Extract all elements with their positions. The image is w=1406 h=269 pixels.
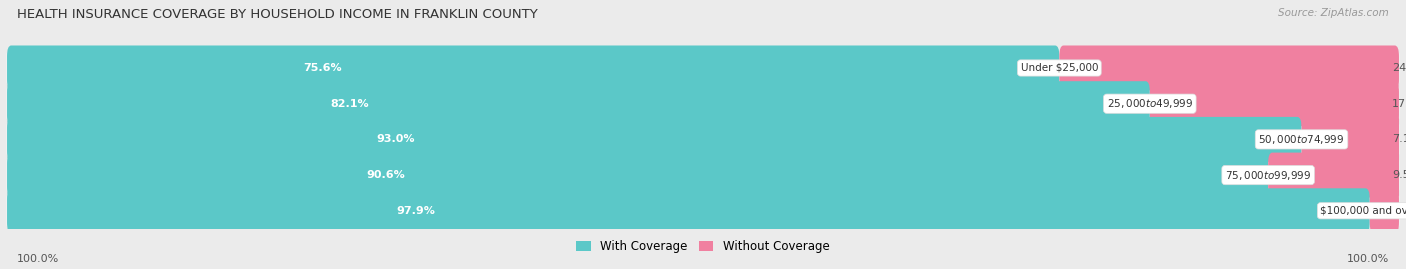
Text: Under $25,000: Under $25,000 [1021,63,1098,73]
FancyBboxPatch shape [7,45,1059,90]
FancyBboxPatch shape [1150,81,1399,126]
Text: 7.1%: 7.1% [1392,134,1406,144]
FancyBboxPatch shape [7,124,1399,155]
Text: $25,000 to $49,999: $25,000 to $49,999 [1107,97,1192,110]
Text: 93.0%: 93.0% [377,134,415,144]
FancyBboxPatch shape [7,53,1399,83]
Text: 100.0%: 100.0% [17,254,59,264]
Text: $100,000 and over: $100,000 and over [1320,206,1406,216]
Text: 90.6%: 90.6% [366,170,405,180]
FancyBboxPatch shape [7,160,1399,190]
Text: $50,000 to $74,999: $50,000 to $74,999 [1258,133,1344,146]
Text: HEALTH INSURANCE COVERAGE BY HOUSEHOLD INCOME IN FRANKLIN COUNTY: HEALTH INSURANCE COVERAGE BY HOUSEHOLD I… [17,8,537,21]
Legend: With Coverage, Without Coverage: With Coverage, Without Coverage [572,236,834,258]
Text: 9.5%: 9.5% [1392,170,1406,180]
Text: $75,000 to $99,999: $75,000 to $99,999 [1225,169,1312,182]
Text: 24.4%: 24.4% [1392,63,1406,73]
FancyBboxPatch shape [7,196,1399,226]
Text: 17.9%: 17.9% [1392,99,1406,109]
FancyBboxPatch shape [1369,188,1399,233]
FancyBboxPatch shape [1268,153,1400,198]
Text: 75.6%: 75.6% [304,63,342,73]
Text: 100.0%: 100.0% [1347,254,1389,264]
FancyBboxPatch shape [7,153,1268,198]
FancyBboxPatch shape [7,188,1369,233]
Text: 82.1%: 82.1% [330,99,370,109]
FancyBboxPatch shape [7,117,1302,162]
Text: 97.9%: 97.9% [396,206,436,216]
FancyBboxPatch shape [7,88,1399,119]
FancyBboxPatch shape [7,81,1150,126]
Text: Source: ZipAtlas.com: Source: ZipAtlas.com [1278,8,1389,18]
FancyBboxPatch shape [1302,117,1400,162]
Text: 2.1%: 2.1% [1392,206,1406,216]
FancyBboxPatch shape [1059,45,1399,90]
